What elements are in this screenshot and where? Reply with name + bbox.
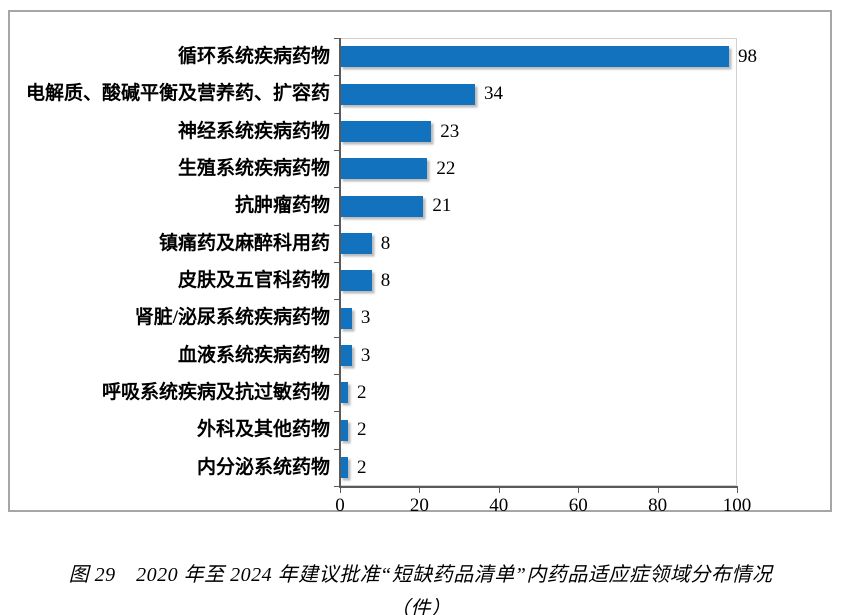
- y-axis-tick: [334, 187, 340, 189]
- bar: [340, 456, 348, 478]
- bar: [340, 46, 730, 68]
- x-tick-label: 0: [335, 495, 345, 516]
- bar: [340, 120, 432, 142]
- y-axis-tick: [334, 224, 340, 226]
- value-label: 8: [380, 232, 391, 254]
- bar: [340, 83, 475, 105]
- x-tick-label: 100: [722, 495, 752, 516]
- y-axis-tick: [334, 411, 340, 413]
- bar: [340, 232, 372, 254]
- plot-area: [340, 38, 737, 486]
- x-tick-label: 80: [648, 495, 668, 516]
- y-axis-tick: [334, 75, 340, 77]
- y-axis-line: [339, 38, 341, 486]
- y-axis-tick: [334, 38, 340, 39]
- x-axis-tick: [340, 488, 341, 493]
- bar: [340, 195, 424, 217]
- y-axis-tick: [334, 374, 340, 375]
- value-label: 3: [360, 344, 371, 366]
- value-label: 8: [380, 270, 391, 291]
- y-axis-tick: [334, 150, 340, 151]
- x-axis-tick: [737, 488, 738, 493]
- category-label: 呼吸系统疾病及抗过敏药物: [101, 382, 330, 403]
- value-label: 2: [356, 419, 367, 441]
- figure-border: 循环系统疾病药物 98 电解质、酸碱平衡及营养药、扩容药 34 神经系统疾病药物 23 生殖…: [8, 10, 832, 516]
- bar: [340, 307, 352, 329]
- y-axis-tick: [334, 448, 340, 450]
- category-label: 生殖系统疾病药物: [177, 158, 330, 179]
- y-axis-tick: [334, 336, 340, 338]
- bar-chart: 循环系统疾病药物 98 电解质、酸碱平衡及营养药、扩容药 34 神经系统疾病药物 23 生殖…: [10, 12, 830, 516]
- value-label: 21: [432, 195, 452, 217]
- bar: [340, 419, 348, 441]
- category-label: 肾脏/泌尿系统疾病药物: [134, 307, 330, 329]
- value-label: 23: [440, 120, 460, 142]
- x-axis-tick: [498, 488, 500, 493]
- figure-caption-unit: （件）: [389, 598, 452, 615]
- value-label: 22: [436, 158, 456, 179]
- category-label: 血液系统疾病药物: [177, 344, 330, 366]
- x-axis-tick: [419, 488, 421, 493]
- value-label: 2: [356, 382, 367, 403]
- bar: [340, 158, 428, 180]
- y-axis-tick: [334, 299, 340, 301]
- y-axis-tick: [334, 262, 340, 263]
- y-axis-tick: [334, 112, 340, 114]
- bar: [340, 270, 372, 292]
- value-label: 98: [738, 46, 758, 67]
- value-label: 34: [483, 83, 503, 105]
- value-label: 2: [356, 456, 367, 478]
- category-label: 镇痛药及麻醉科用药: [158, 232, 330, 254]
- category-label: 皮肤及五官科药物: [177, 270, 330, 291]
- x-axis-tick: [657, 488, 659, 493]
- category-label: 抗肿瘤药物: [234, 195, 330, 217]
- figure-caption: 图 29 2020 年至 2024 年建议批准“短缺药品清单”内药品适应症领域分…: [68, 564, 773, 586]
- category-label: 电解质、酸碱平衡及营养药、扩容药: [25, 83, 330, 105]
- x-axis-line: [339, 486, 738, 488]
- x-tick-label: 60: [568, 495, 588, 516]
- x-tick-label: 40: [489, 495, 509, 516]
- bar: [340, 382, 348, 404]
- category-label: 内分泌系统药物: [196, 456, 330, 478]
- x-axis-tick: [578, 488, 580, 493]
- category-label: 外科及其他药物: [196, 419, 330, 441]
- bar: [340, 344, 352, 366]
- x-tick-label: 20: [409, 495, 429, 516]
- y-axis-tick: [334, 486, 340, 487]
- category-label: 神经系统疾病药物: [177, 120, 330, 142]
- value-label: 3: [360, 307, 371, 329]
- category-label: 循环系统疾病药物: [177, 46, 330, 67]
